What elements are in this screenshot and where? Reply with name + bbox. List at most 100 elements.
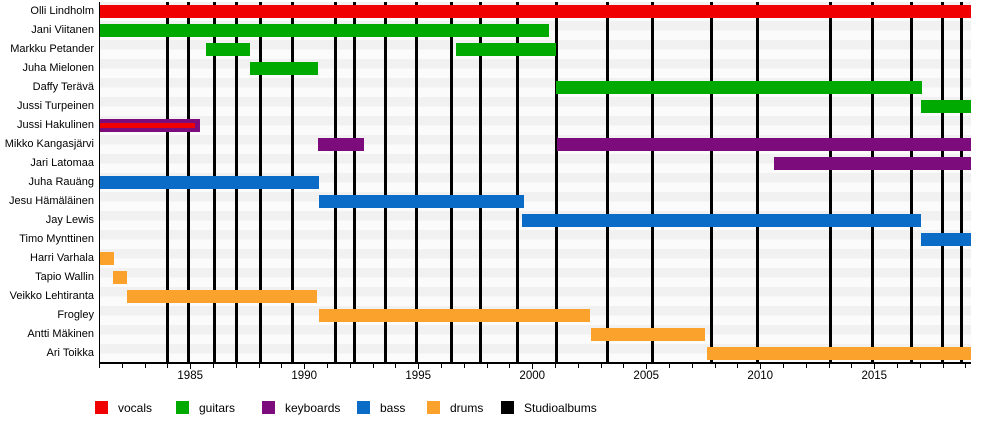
year-tick-label: 1990	[291, 370, 317, 382]
member-label: Olli Lindholm	[30, 5, 94, 17]
year-tick	[372, 364, 374, 368]
album-line	[479, 2, 483, 363]
year-tick	[235, 364, 237, 368]
timeline-bar-bass	[920, 233, 971, 246]
year-tick-label: 2005	[633, 370, 660, 382]
timeline-bar-drums	[706, 347, 971, 360]
legend-label-guitars: guitars	[199, 401, 236, 415]
album-line	[871, 2, 875, 363]
timeline-bar-keyboards	[317, 138, 365, 151]
year-tick	[828, 364, 830, 368]
year-tick	[213, 364, 214, 368]
year-tick	[623, 364, 625, 368]
year-tick	[304, 364, 306, 369]
member-label: Mikko Kangasjärvi	[4, 138, 94, 150]
year-tick	[805, 364, 807, 368]
album-line	[383, 2, 387, 363]
year-tick	[349, 364, 351, 368]
timeline-bar-drums	[591, 328, 706, 341]
member-label: Antti Mäkinen	[27, 328, 94, 340]
vocals-swatch-icon	[95, 401, 108, 414]
album-line	[554, 2, 558, 363]
album-line	[651, 2, 655, 363]
legend-label-albums: Studioalbums	[524, 401, 597, 415]
timeline-bar-drums	[112, 271, 128, 284]
timeline-bar-vocals	[100, 123, 195, 128]
member-label: Jesu Hämäläinen	[9, 195, 94, 207]
timeline-bar-keyboards	[557, 138, 971, 151]
legend-label-bass: bass	[380, 401, 406, 415]
year-tick	[167, 364, 169, 368]
album-line	[709, 2, 713, 363]
album-line	[415, 2, 419, 363]
member-label: Ari Toikka	[46, 347, 94, 359]
year-tick	[737, 364, 739, 368]
year-tick	[327, 364, 328, 368]
year-tick	[144, 364, 146, 368]
year-tick	[395, 364, 397, 368]
timeline-bar-guitars	[455, 43, 556, 56]
year-tick	[942, 364, 944, 368]
member-label: Timo Mynttinen	[19, 233, 94, 245]
timeline-bar-vocals	[100, 5, 971, 18]
timeline-bar-guitars	[206, 43, 251, 56]
x-axis-line	[99, 362, 971, 364]
year-tick	[714, 364, 716, 368]
year-tick	[600, 364, 602, 368]
member-label: Jussi Turpeinen	[16, 100, 94, 112]
member-label: Tapio Wallin	[35, 271, 94, 283]
year-tick	[919, 364, 921, 368]
year-tick	[190, 364, 192, 369]
timeline-bar-drums	[127, 290, 317, 303]
year-tick	[555, 364, 557, 368]
year-tick	[760, 364, 762, 369]
album-line	[910, 2, 914, 363]
year-tick	[646, 364, 648, 369]
timeline-bar-drums	[318, 309, 591, 322]
member-label: Jussi Hakulinen	[16, 119, 94, 131]
member-label: Daffy Terävä	[32, 81, 94, 93]
year-tick	[897, 364, 899, 368]
member-label: Frogley	[57, 309, 94, 321]
album-line	[515, 2, 519, 363]
year-tick	[99, 364, 100, 368]
member-label: Juha Rauäng	[28, 176, 94, 188]
year-tick	[669, 364, 671, 368]
member-label: Jani Viitanen	[31, 24, 94, 36]
album-line	[334, 2, 338, 363]
year-tick	[441, 364, 443, 368]
album-line	[960, 2, 964, 363]
keyboards-swatch-icon	[262, 401, 275, 414]
year-tick	[281, 364, 283, 368]
timeline-bar-bass	[521, 214, 921, 227]
timeline-bar-bass	[318, 195, 525, 208]
album-line	[756, 2, 760, 363]
timeline-bar-drums	[100, 252, 114, 265]
plot-area	[99, 2, 971, 363]
year-tick	[965, 364, 967, 368]
year-tick-label: 2000	[519, 370, 546, 382]
albums-swatch-icon	[501, 401, 514, 414]
album-line	[352, 2, 356, 363]
bass-swatch-icon	[357, 401, 370, 414]
year-tick-label: 1985	[177, 370, 203, 382]
timeline-bar-guitars	[100, 24, 550, 37]
year-tick	[532, 364, 534, 369]
member-label: Harri Varhala	[30, 252, 94, 264]
year-tick	[463, 364, 465, 368]
drums-swatch-icon	[427, 401, 440, 414]
timeline-bar-guitars	[250, 62, 318, 75]
legend-label-vocals: vocals	[118, 401, 153, 415]
timeline-bar-bass	[100, 176, 319, 189]
member-label: Jay Lewis	[45, 214, 94, 226]
year-tick	[509, 364, 511, 368]
album-line	[940, 2, 944, 363]
legend-label-keyboards: keyboards	[285, 401, 341, 415]
year-tick-label: 2010	[747, 370, 774, 382]
timeline-bar-guitars	[920, 100, 971, 113]
year-tick	[691, 364, 693, 368]
year-tick	[874, 364, 876, 369]
album-line	[449, 2, 453, 363]
year-tick	[121, 364, 123, 368]
year-tick-label: 2015	[861, 370, 888, 382]
